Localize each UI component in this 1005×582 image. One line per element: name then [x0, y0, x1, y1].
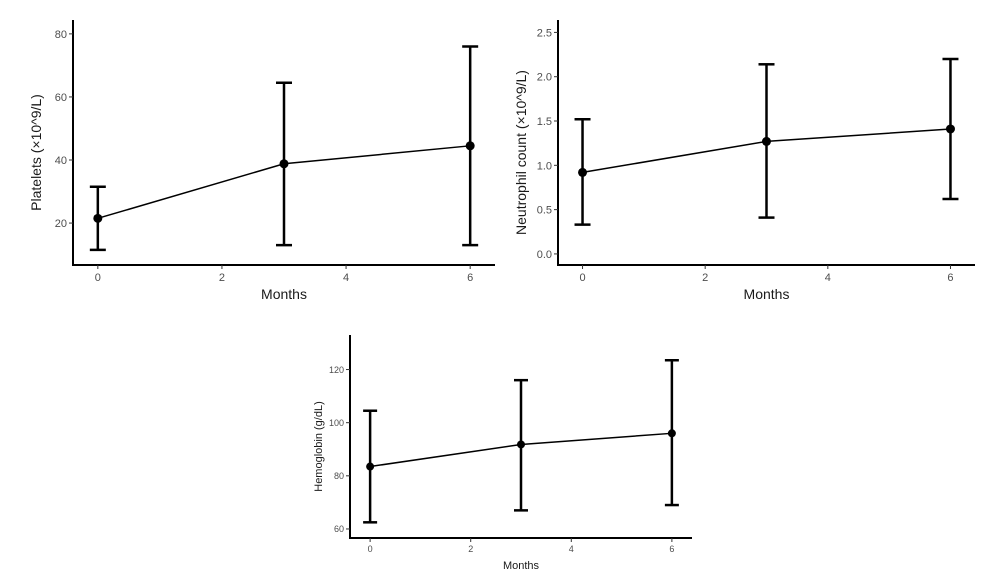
data-point — [667, 429, 676, 438]
data-point — [465, 141, 475, 151]
x-tick-label: 4 — [825, 272, 831, 284]
x-axis-title: Months — [744, 286, 790, 302]
x-tick-label: 0 — [95, 272, 101, 284]
chart-panel-1: 20 40 60 80 0 2 4 6 Months Platelets (×10^9/L) — [28, 20, 495, 302]
y-axis-title: Hemoglobin (g/dL) — [313, 401, 325, 492]
x-tick-label: 0 — [579, 272, 585, 284]
data-point — [93, 213, 103, 223]
y-tick-label: 2.0 — [537, 72, 552, 84]
x-tick-label: 4 — [569, 544, 574, 554]
data-point — [762, 136, 771, 146]
y-tick-label: 120 — [329, 365, 344, 375]
y-tick-label: 1.0 — [537, 160, 552, 172]
x-tick-label: 0 — [368, 544, 373, 554]
y-tick-label: 20 — [55, 218, 67, 230]
data-point — [279, 159, 289, 169]
x-tick-label: 6 — [947, 272, 953, 284]
y-tick-label: 0.0 — [537, 249, 552, 261]
y-tick-label: 60 — [55, 92, 67, 104]
data-point — [578, 167, 588, 177]
y-tick-label: 100 — [329, 418, 344, 428]
data-point — [517, 440, 525, 449]
x-tick-label: 6 — [669, 544, 674, 554]
x-axis-title: Months — [503, 560, 540, 572]
y-tick-label: 1.5 — [537, 116, 552, 128]
y-tick-label: 80 — [55, 29, 67, 41]
y-tick-label: 0.5 — [537, 205, 552, 217]
data-point — [945, 124, 955, 134]
chart-panel-2: 0.0 0.5 1.0 1.5 2.0 2.5 0 2 4 6 Months Neutrophil c… — [513, 20, 975, 302]
x-tick-label: 2 — [219, 272, 225, 284]
x-tick-label: 6 — [467, 272, 473, 284]
data-point — [366, 462, 375, 471]
chart-panel-3: 60 80 100 120 0 2 4 6 Months Hemoglobin (g/dL) — [313, 335, 692, 572]
y-tick-label: 80 — [334, 471, 344, 481]
y-tick-label: 40 — [55, 155, 67, 167]
y-axis-title: Platelets (×10^9/L) — [28, 94, 44, 211]
y-tick-label: 2.5 — [537, 27, 552, 39]
x-tick-label: 4 — [343, 272, 349, 284]
y-tick-label: 60 — [334, 524, 344, 534]
y-axis-title: Neutrophil count (×10^9/L) — [513, 70, 529, 235]
x-tick-label: 2 — [468, 544, 473, 554]
x-axis-title: Months — [261, 286, 307, 302]
x-tick-label: 2 — [702, 272, 708, 284]
